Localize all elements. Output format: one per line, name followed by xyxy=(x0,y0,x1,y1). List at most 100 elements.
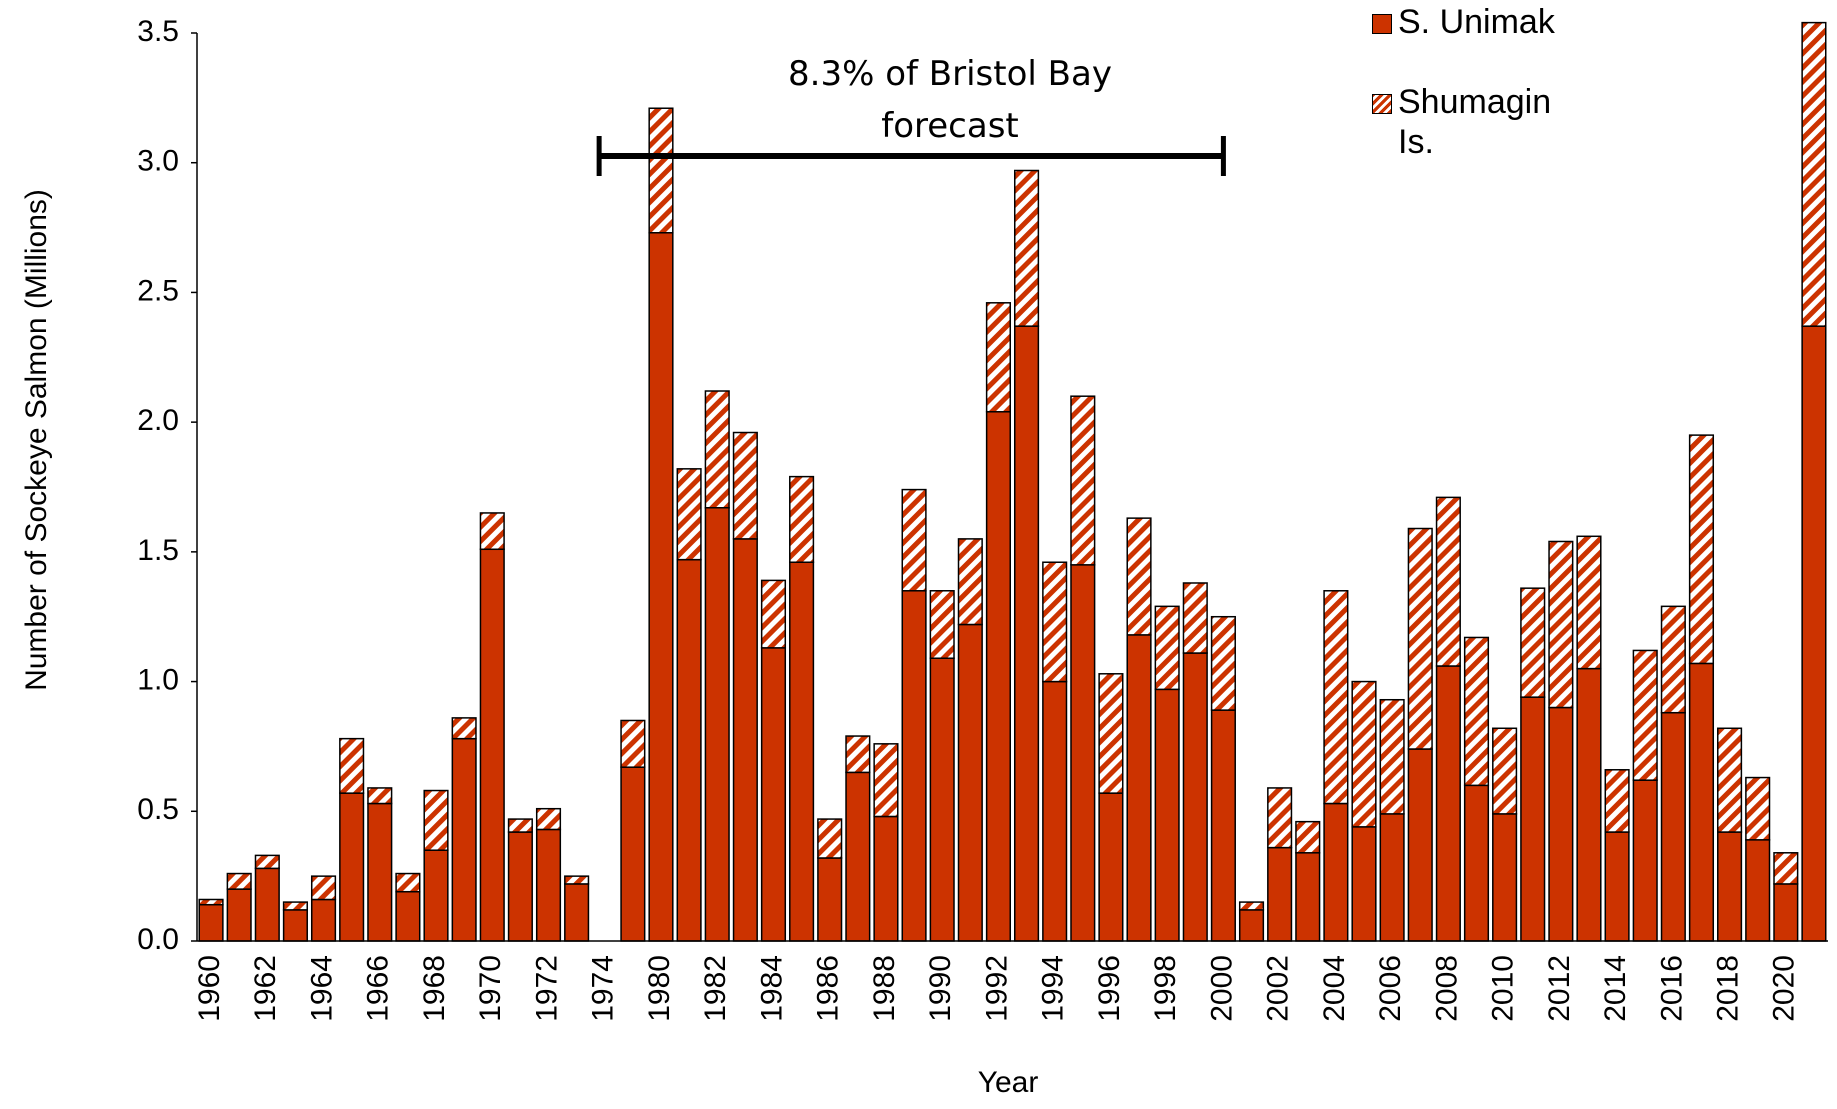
bar-segment xyxy=(1098,792,1124,942)
bar-segment xyxy=(1773,883,1799,942)
bar-segment xyxy=(1379,698,1405,815)
x-tick-label: 1962 xyxy=(249,955,282,1022)
x-tick-label: 1984 xyxy=(755,955,788,1022)
bar-segment xyxy=(451,717,477,740)
bar-segment xyxy=(789,475,815,563)
bar-segment xyxy=(1492,727,1518,815)
bar-segment xyxy=(1576,535,1602,670)
bar-segment xyxy=(1379,813,1405,942)
bar-segment xyxy=(1042,561,1068,683)
bar-segment xyxy=(873,743,899,818)
bar-segment xyxy=(282,909,308,942)
bar-segment xyxy=(676,558,702,942)
bar-segment xyxy=(1632,649,1658,781)
bar-segment xyxy=(648,232,674,942)
bar-segment xyxy=(1717,727,1743,833)
x-tick-label: 2010 xyxy=(1487,955,1520,1022)
x-tick-label: 2006 xyxy=(1374,955,1407,1022)
bar-segment xyxy=(507,818,533,833)
bar-segment xyxy=(1351,826,1377,942)
bar-segment xyxy=(367,802,393,942)
bar-segment xyxy=(1154,688,1180,942)
x-tick-label: 1990 xyxy=(924,955,957,1022)
bar-segment xyxy=(226,872,252,890)
bar-segment xyxy=(479,548,505,942)
bar-segment xyxy=(254,867,280,942)
bar-segment xyxy=(845,735,871,774)
bar-segment xyxy=(704,390,730,509)
y-tick-label: 1.0 xyxy=(137,663,179,696)
bar-segment xyxy=(1773,852,1799,885)
bar-segment xyxy=(282,901,308,911)
x-tick-label: 1996 xyxy=(1093,955,1126,1022)
bar-segment xyxy=(1435,496,1461,667)
x-tick-label: 1966 xyxy=(362,955,395,1022)
bar-segment xyxy=(1154,605,1180,691)
x-tick-label: 1972 xyxy=(530,955,563,1022)
x-tick-label: 1960 xyxy=(193,955,226,1022)
bar-segment xyxy=(1323,590,1349,805)
bar-segment xyxy=(873,815,899,942)
bar-segment xyxy=(1660,711,1686,942)
x-tick-label: 1970 xyxy=(474,955,507,1022)
bar-segment xyxy=(1632,779,1658,942)
x-tick-label: 1986 xyxy=(812,955,845,1022)
y-tick-label: 0.5 xyxy=(137,793,179,826)
bar-segment xyxy=(929,657,955,942)
bar-segment xyxy=(845,771,871,942)
annotation: 8.3% of Bristol Bay forecast xyxy=(788,54,1112,146)
bar-segment xyxy=(1660,605,1686,714)
bar-segment xyxy=(817,857,843,942)
legend-label: Shumagin Is. xyxy=(1398,83,1552,161)
bar-segment xyxy=(1604,831,1630,942)
bar-segment xyxy=(1688,662,1715,942)
x-tick-label: 2002 xyxy=(1262,955,1295,1022)
bar-segment xyxy=(1745,839,1771,942)
bar-segment xyxy=(395,890,421,942)
x-tick-label: 1968 xyxy=(418,955,451,1022)
bar-segment xyxy=(1295,852,1321,942)
bar-segment xyxy=(1126,634,1152,942)
bar-segment xyxy=(198,903,224,942)
x-axis-label: Year xyxy=(978,1066,1039,1099)
bar-segment xyxy=(451,737,477,942)
bar-segment xyxy=(985,302,1012,413)
x-tick-label: 1988 xyxy=(868,955,901,1022)
bar-segment xyxy=(817,818,843,859)
bar-segment xyxy=(1126,517,1152,636)
bar-segment xyxy=(901,488,927,592)
bar-segment xyxy=(1238,909,1265,942)
x-tick-label: 2014 xyxy=(1599,955,1632,1022)
bar-segment xyxy=(1717,831,1743,942)
x-tick-label: 2020 xyxy=(1768,955,1801,1022)
x-tick-label: 1998 xyxy=(1149,955,1182,1022)
bar-segment xyxy=(676,468,702,561)
bar-segment xyxy=(1323,802,1349,942)
x-tick-label: 1982 xyxy=(699,955,732,1022)
x-tick-label: 2018 xyxy=(1711,955,1744,1022)
bar-segment xyxy=(620,719,646,768)
bar-segment xyxy=(732,431,758,540)
bar-segment xyxy=(901,590,927,942)
bar-segment xyxy=(1801,21,1827,327)
y-tick-label: 2.5 xyxy=(137,274,179,307)
bar-segment xyxy=(1548,540,1574,709)
bar-segment xyxy=(1407,527,1433,750)
bar-segment xyxy=(254,854,280,870)
bar-segment xyxy=(789,561,815,942)
bar-segment xyxy=(1210,615,1236,711)
bar-segment xyxy=(1013,169,1040,327)
bar-segment xyxy=(1801,325,1827,942)
bar-segment xyxy=(1463,636,1490,787)
bar-segment xyxy=(1688,434,1715,665)
bar-segment xyxy=(479,512,505,551)
bar-segment xyxy=(535,828,562,942)
bar-segment xyxy=(1435,665,1461,942)
legend-label: S. Unimak xyxy=(1398,3,1555,41)
bar-segment xyxy=(985,411,1012,942)
bar-segment xyxy=(226,888,252,942)
y-tick-label: 0.0 xyxy=(137,923,179,956)
y-axis-label: Number of Sockeye Salmon (Millions) xyxy=(20,189,53,691)
bar-segment xyxy=(564,875,590,885)
